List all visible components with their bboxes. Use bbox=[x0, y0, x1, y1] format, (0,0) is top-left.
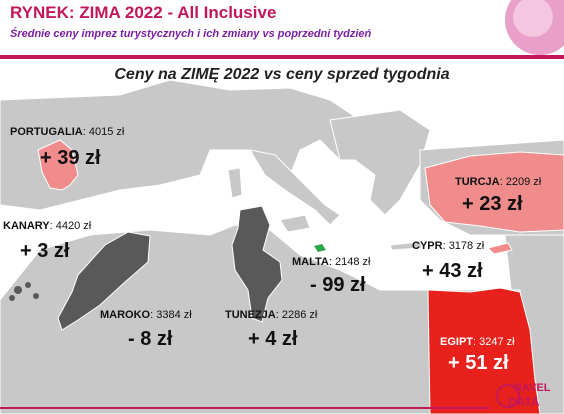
header-divider bbox=[0, 55, 564, 59]
travel-data-logo: RAVEL DATA bbox=[494, 382, 562, 412]
change-turcja: + 23 zł bbox=[462, 193, 523, 215]
header: RYNEK: ZIMA 2022 - All Inclusive Średnie… bbox=[0, 0, 564, 59]
map-heading: Ceny na ZIMĘ 2022 vs ceny sprzed tygodni… bbox=[114, 66, 450, 83]
label-tunezja: TUNEZJA: 2286 zł bbox=[225, 309, 318, 321]
change-cypr: + 43 zł bbox=[422, 260, 483, 282]
change-maroko: - 8 zł bbox=[128, 328, 173, 350]
label-turcja: TURCJA: 2209 zł bbox=[455, 176, 542, 188]
label-kanary: KANARY: 4420 zł bbox=[3, 220, 92, 232]
tunezja-region bbox=[231, 205, 283, 323]
map bbox=[0, 59, 564, 414]
map-svg bbox=[0, 79, 564, 414]
malta-region bbox=[314, 244, 326, 252]
cypr-region bbox=[487, 242, 513, 255]
change-malta: - 99 zł bbox=[310, 274, 366, 296]
label-egipt: EGIPT: 3247 zł bbox=[440, 336, 515, 348]
logo-ring-icon bbox=[496, 384, 520, 408]
footer-divider bbox=[0, 407, 490, 409]
label-malta: MALTA: 2148 zł bbox=[292, 256, 371, 268]
change-kanary: + 3 zł bbox=[20, 240, 70, 262]
globe-decoration bbox=[505, 0, 564, 55]
label-cypr: CYPR: 3178 zł bbox=[412, 240, 485, 252]
maroko-region bbox=[57, 231, 151, 331]
page-subtitle: Średnie ceny imprez turystycznych i ich … bbox=[10, 28, 372, 40]
change-egipt: + 51 zł bbox=[448, 352, 509, 374]
egipt-region bbox=[427, 287, 541, 414]
label-maroko: MAROKO: 3384 zł bbox=[100, 309, 192, 321]
portugalia-region bbox=[37, 139, 79, 191]
change-tunezja: + 4 zł bbox=[248, 328, 298, 350]
turcja-region bbox=[424, 151, 564, 233]
change-portugalia: + 39 zł bbox=[40, 147, 101, 169]
page-title: RYNEK: ZIMA 2022 - All Inclusive bbox=[10, 3, 277, 22]
label-portugalia: PORTUGALIA: 4015 zł bbox=[10, 126, 125, 138]
kanary-region bbox=[9, 282, 39, 301]
footer bbox=[0, 404, 564, 414]
